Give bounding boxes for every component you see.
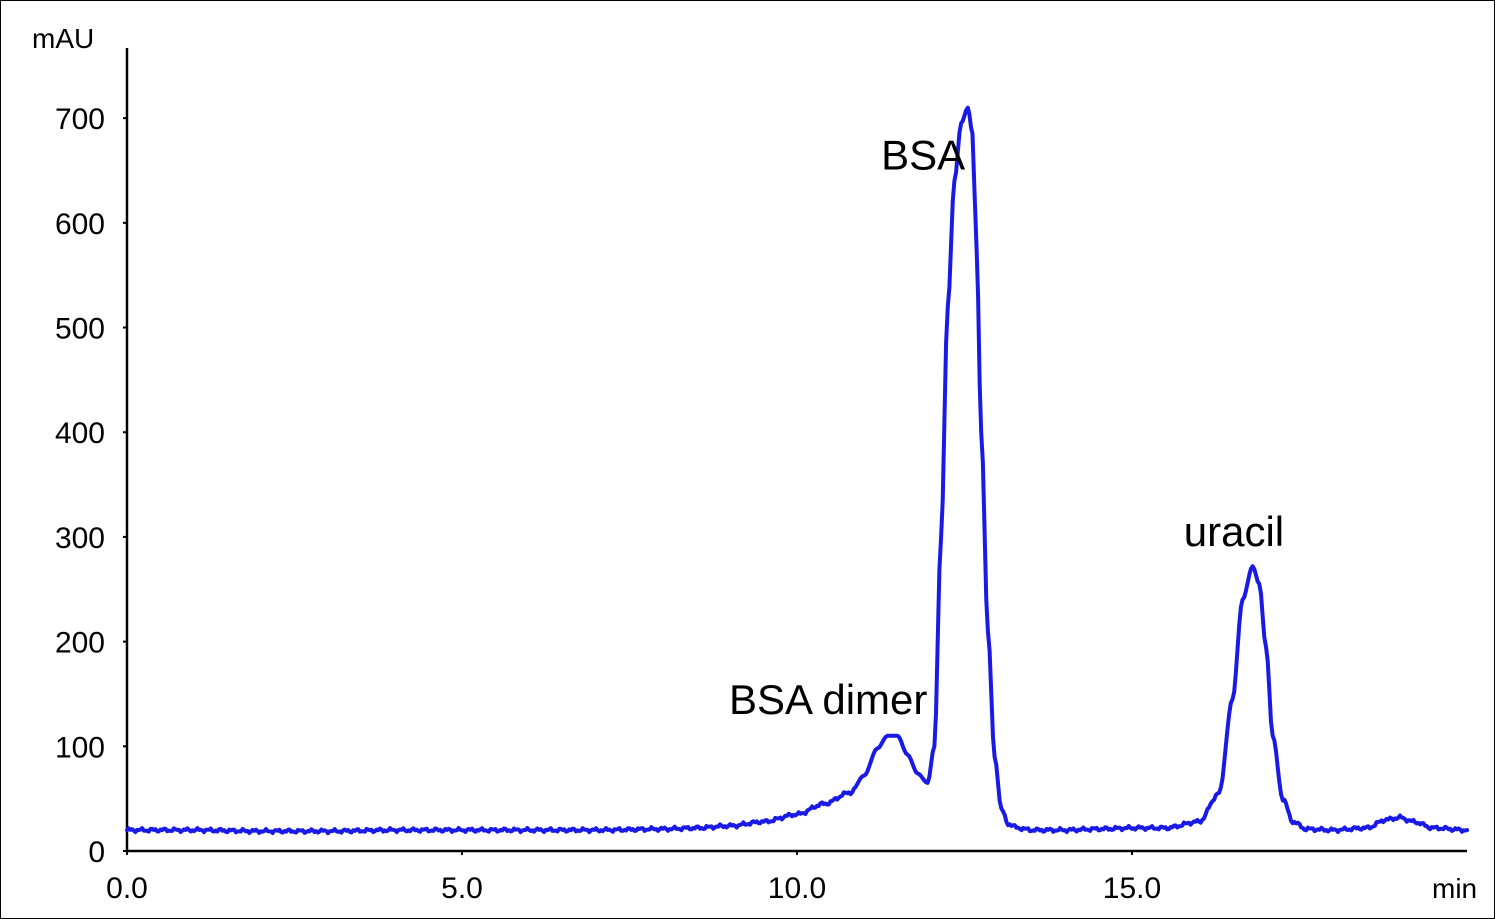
ticks: 0 100 200 300 400 500 600 700 0.0 5.0 10.0 15.0 mAU m… bbox=[32, 23, 1477, 905]
y-tick-label: 700 bbox=[55, 103, 105, 136]
series-layer bbox=[125, 105, 1469, 836]
annotations: BSA dimer BSA uracil bbox=[729, 132, 1284, 723]
x-tick-label: 15.0 bbox=[1103, 872, 1161, 905]
x-tick-label: 0.0 bbox=[106, 872, 148, 905]
y-tick-label: 400 bbox=[55, 417, 105, 450]
y-axis-unit: mAU bbox=[32, 23, 94, 54]
y-tick-label: 100 bbox=[55, 731, 105, 764]
series-line bbox=[125, 105, 1469, 836]
y-tick-label: 200 bbox=[55, 627, 105, 660]
peak-label: uracil bbox=[1184, 508, 1284, 555]
y-tick-label: 600 bbox=[55, 208, 105, 241]
x-axis-unit: min bbox=[1432, 873, 1477, 904]
y-tick-label: 300 bbox=[55, 522, 105, 555]
peak-label: BSA dimer bbox=[729, 676, 927, 723]
axes bbox=[125, 48, 1467, 853]
y-tick-label: 500 bbox=[55, 313, 105, 346]
x-tick-label: 5.0 bbox=[441, 872, 483, 905]
peak-label: BSA bbox=[881, 132, 965, 179]
y-tick-label: 0 bbox=[88, 836, 105, 869]
x-tick-label: 10.0 bbox=[768, 872, 826, 905]
